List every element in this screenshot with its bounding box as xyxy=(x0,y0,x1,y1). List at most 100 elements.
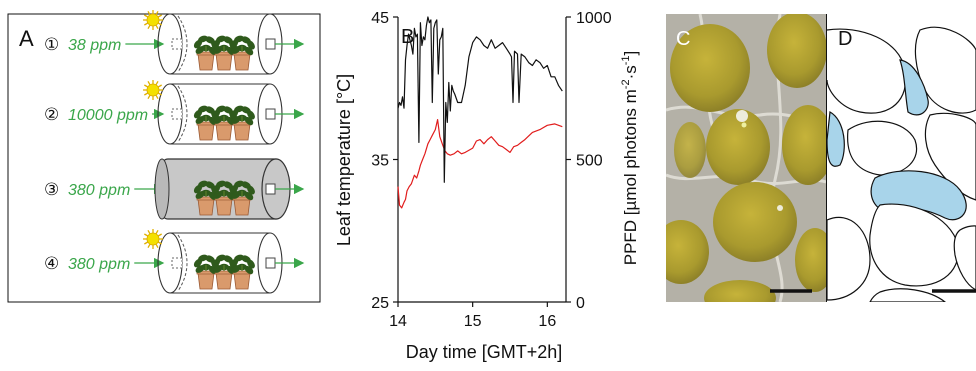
potted-plant xyxy=(229,35,255,71)
chamber-number: ④ xyxy=(44,254,59,273)
highlight-spot xyxy=(736,110,748,122)
panel-a: A ① 38 ppm ② 10000 ppm ③ 380 ppm ④ 380 ppm xyxy=(7,10,321,303)
cell xyxy=(670,24,750,112)
sun-icon xyxy=(143,229,163,249)
cell-outline xyxy=(869,203,959,287)
sun-icon xyxy=(143,80,163,100)
panel-c-micrograph: C xyxy=(666,14,826,302)
right-y-tick-label: 1000 xyxy=(576,10,612,27)
potted-plant xyxy=(229,254,255,290)
cell-outline xyxy=(914,26,976,114)
x-tick-label: 16 xyxy=(538,313,556,330)
chamber-number: ③ xyxy=(44,180,59,199)
chamber-body xyxy=(170,232,270,294)
chamber-concentration: 10000 ppm xyxy=(68,107,148,124)
pot xyxy=(233,272,251,290)
potted-plant xyxy=(211,105,237,141)
cell-outline xyxy=(827,28,907,114)
left-y-axis-label: Leaf temperature [°C] xyxy=(334,74,354,246)
potted-plant xyxy=(229,105,255,141)
chamber-end-left xyxy=(154,158,170,220)
x-ticks: 14 15 16 xyxy=(389,302,556,330)
chamber-concentration: 38 ppm xyxy=(68,37,121,54)
chamber-4: ④ 380 ppm xyxy=(44,229,305,294)
left-y-ticks: 25 35 45 xyxy=(371,10,398,312)
pot xyxy=(197,272,215,290)
cell-outlines xyxy=(827,26,976,302)
series-lines xyxy=(397,16,563,209)
panel-d-label: D xyxy=(838,28,852,50)
right-y-ticks: 0 500 1000 xyxy=(566,10,612,312)
cell xyxy=(782,105,826,185)
pot xyxy=(233,198,251,216)
ppfd-line xyxy=(397,16,563,183)
chamber-3: ③ 380 ppm xyxy=(44,158,305,220)
highlight-spot xyxy=(741,122,747,128)
pot xyxy=(233,53,251,71)
leaves xyxy=(229,105,255,126)
pot xyxy=(197,123,215,141)
panel-c-label: C xyxy=(676,28,690,50)
inlet-port xyxy=(171,108,183,120)
pot xyxy=(215,198,233,216)
chamber-inner-dashed xyxy=(177,234,188,292)
pot xyxy=(197,198,215,216)
chamber-inner-dashed xyxy=(177,15,188,73)
outlet-port xyxy=(265,108,276,120)
leaves xyxy=(229,180,255,201)
chamber-number: ② xyxy=(44,105,59,124)
cell-outline xyxy=(847,120,918,176)
right-y-axis-label: PPFD [µmol photons m-2·s-1] xyxy=(620,51,640,266)
chamber-inner-dashed xyxy=(177,85,188,143)
cell-outline xyxy=(827,216,871,301)
cell-outline xyxy=(953,225,976,291)
pot xyxy=(197,53,215,71)
pot xyxy=(233,123,251,141)
leaves xyxy=(229,35,255,56)
panel-d-drawing: D xyxy=(827,14,976,302)
right-y-axis-label-main: PPFD [µmol photons m xyxy=(621,89,640,265)
cell-outline xyxy=(899,59,929,116)
x-axis-label: Day time [GMT+2h] xyxy=(406,342,563,362)
left-y-tick-label: 35 xyxy=(371,153,389,170)
right-y-axis-label-mid: ·s xyxy=(621,65,640,79)
x-tick-label: 15 xyxy=(464,313,482,330)
cell xyxy=(767,14,826,88)
pot xyxy=(215,53,233,71)
left-y-tick-label: 45 xyxy=(371,10,389,27)
pot xyxy=(215,123,233,141)
chamber-2: ② 10000 ppm xyxy=(44,80,305,145)
sun-icon xyxy=(143,10,163,30)
outlet-port xyxy=(265,257,276,269)
leaf-temperature-line xyxy=(397,118,563,209)
cell xyxy=(674,122,706,178)
chamber-concentration: 380 ppm xyxy=(68,256,130,273)
pot xyxy=(215,272,233,290)
chamber-body xyxy=(170,13,270,75)
cell xyxy=(666,220,709,284)
right-y-tick-label: 500 xyxy=(576,153,603,170)
potted-plant xyxy=(193,35,219,71)
cell xyxy=(795,228,826,292)
right-y-tick-label: 0 xyxy=(576,295,585,312)
right-y-axis-label-sup1: -2 xyxy=(620,79,632,89)
cell-outline xyxy=(869,288,946,302)
inlet-port xyxy=(171,257,183,269)
left-y-tick-label: 25 xyxy=(371,295,389,312)
outlet-port xyxy=(265,183,276,195)
outlet-port xyxy=(265,38,276,50)
chamber-body xyxy=(170,83,270,145)
cell-outline xyxy=(827,111,845,167)
potted-plant xyxy=(229,180,255,216)
right-y-axis-label-sup2: -1 xyxy=(620,55,632,65)
chamber-number: ① xyxy=(44,35,59,54)
right-y-axis-label-end: ] xyxy=(621,51,640,56)
cell xyxy=(704,280,776,302)
inlet-port xyxy=(171,38,183,50)
panel-a-label: A xyxy=(19,26,34,51)
chamber-concentration: 380 ppm xyxy=(68,182,130,199)
potted-plant xyxy=(193,180,219,216)
chloroplast-cells xyxy=(666,14,826,302)
